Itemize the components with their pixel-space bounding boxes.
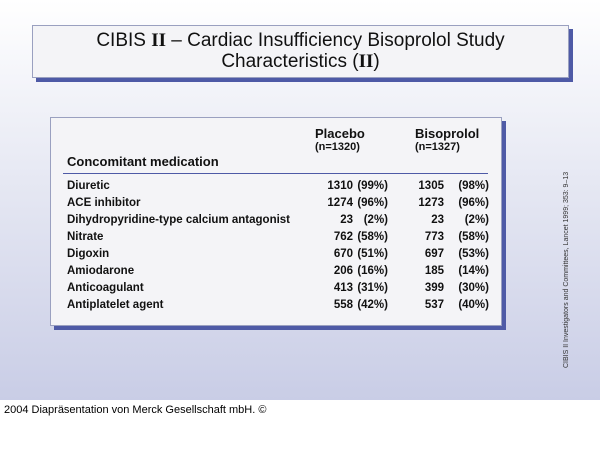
cell-name: Digoxin <box>67 248 110 260</box>
table-row: Amiodarone 206 (16%) 185 (14%) <box>51 265 501 282</box>
cell-biso-n: 23 <box>431 214 444 226</box>
cell-biso-pct: (58%) <box>458 231 489 243</box>
subtitle-prefix: Characteristics ( <box>221 51 359 72</box>
bisoprolol-header: Bisoprolol <box>415 126 480 141</box>
cell-placebo-pct: (16%) <box>357 265 388 277</box>
cell-biso-n: 1273 <box>418 197 444 209</box>
table-row: Anticoagulant 413 (31%) 399 (30%) <box>51 282 501 299</box>
cell-biso-pct: (98%) <box>458 180 489 192</box>
slide-background: CIBIS II – Cardiac Insufficiency Bisopro… <box>0 0 600 400</box>
medication-table: Placebo (n=1320) Bisoprolol (n=1327) Con… <box>50 117 502 326</box>
cell-placebo-n: 558 <box>333 299 353 311</box>
citation: CIBIS II Investigators and Committees, L… <box>563 171 570 368</box>
title-roman-numeral: II <box>151 30 167 51</box>
cell-biso-n: 399 <box>424 282 444 294</box>
title-line-2: Characteristics (II) <box>33 51 568 72</box>
cell-placebo-pct: (31%) <box>357 282 388 294</box>
table-row: Diuretic 1310 (99%) 1305 (98%) <box>51 180 501 197</box>
title-line-1: CIBIS II – Cardiac Insufficiency Bisopro… <box>33 30 568 51</box>
cell-biso-n: 537 <box>424 299 444 311</box>
cell-biso-n: 1305 <box>418 180 444 192</box>
subtitle-roman-numeral: II <box>358 51 374 72</box>
cell-biso-pct: (40%) <box>458 299 489 311</box>
cell-biso-n: 773 <box>424 231 444 243</box>
cell-placebo-n: 23 <box>340 214 353 226</box>
table-row: Dihydropyridine-type calcium antagonist 2… <box>51 214 501 231</box>
footer-copyright: 2004 Diapräsentation von Merck Gesellsch… <box>4 404 267 416</box>
cell-name: Anticoagulant <box>67 282 144 294</box>
cell-placebo-pct: (58%) <box>357 231 388 243</box>
cell-name: Dihydropyridine-type calcium antagonist <box>67 214 291 226</box>
table-row: Nitrate 762 (58%) 773 (58%) <box>51 231 501 248</box>
cell-name: ACE inhibitor <box>67 197 141 209</box>
table-row: ACE inhibitor 1274 (96%) 1273 (96%) <box>51 197 501 214</box>
subtitle-suffix: ) <box>373 51 380 72</box>
cell-biso-n: 697 <box>424 248 444 260</box>
cell-biso-n: 185 <box>424 265 444 277</box>
cell-biso-pct: (2%) <box>464 214 489 226</box>
table-row: Antiplatelet agent 558 (42%) 537 (40%) <box>51 299 501 316</box>
cell-placebo-pct: (99%) <box>357 180 388 192</box>
bisoprolol-n: (n=1327) <box>415 141 460 153</box>
title-prefix: CIBIS <box>96 30 152 51</box>
title-box: CIBIS II – Cardiac Insufficiency Bisopro… <box>32 25 569 78</box>
cell-name: Antiplatelet agent <box>67 299 164 311</box>
table-row: Digoxin 670 (51%) 697 (53%) <box>51 248 501 265</box>
cell-placebo-pct: (2%) <box>363 214 388 226</box>
cell-biso-pct: (53%) <box>458 248 489 260</box>
placebo-n: (n=1320) <box>315 141 360 153</box>
cell-placebo-n: 1310 <box>327 180 353 192</box>
cell-placebo-n: 670 <box>333 248 353 260</box>
cell-name: Nitrate <box>67 231 104 243</box>
cell-placebo-pct: (51%) <box>357 248 388 260</box>
header-divider <box>63 173 488 174</box>
cell-name: Diuretic <box>67 180 110 192</box>
cell-placebo-pct: (96%) <box>357 197 388 209</box>
cell-name: Amiodarone <box>67 265 135 277</box>
title-suffix: – Cardiac Insufficiency Bisoprolol Study <box>166 30 505 51</box>
cell-biso-pct: (30%) <box>458 282 489 294</box>
cell-biso-pct: (96%) <box>458 197 489 209</box>
cell-biso-pct: (14%) <box>458 265 489 277</box>
cell-placebo-n: 206 <box>333 265 353 277</box>
cell-placebo-n: 413 <box>333 282 353 294</box>
cell-placebo-n: 1274 <box>327 197 353 209</box>
section-header: Concomitant medication <box>67 154 219 169</box>
placebo-header: Placebo <box>315 126 365 141</box>
cell-placebo-pct: (42%) <box>357 299 388 311</box>
cell-placebo-n: 762 <box>333 231 353 243</box>
